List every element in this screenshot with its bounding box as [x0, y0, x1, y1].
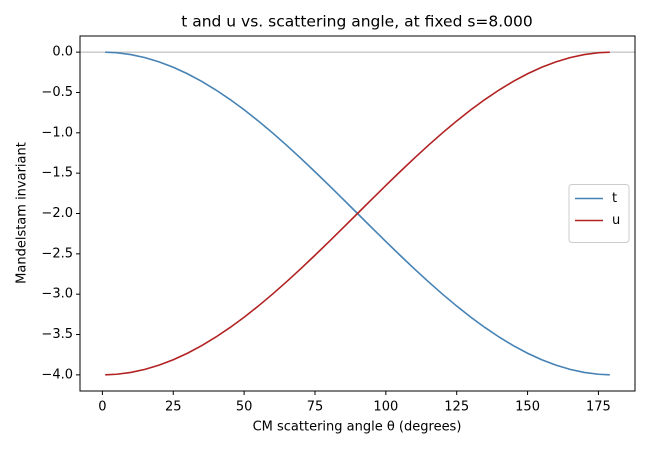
series-line: [105, 51, 610, 376]
x-tick-label: 150: [515, 400, 540, 415]
x-tick-label: 125: [444, 400, 469, 415]
x-axis-label: CM scattering angle θ (degrees): [253, 420, 462, 435]
y-tick-label: −3.0: [41, 287, 73, 302]
chart-title: t and u vs. scattering angle, at fixed s…: [181, 13, 533, 31]
x-tick-label: 75: [307, 400, 324, 415]
y-tick-label: −4.0: [41, 367, 73, 382]
y-tick-label: −1.5: [41, 166, 73, 181]
legend-label: u: [612, 213, 620, 228]
y-axis-label: Mandelstam invariant: [15, 142, 30, 284]
y-tick-label: −3.5: [41, 327, 73, 342]
y-tick-label: 0.0: [52, 45, 73, 60]
legend: tu: [568, 184, 630, 243]
y-tick-label: −2.0: [41, 206, 73, 221]
x-tick-label: 100: [373, 400, 398, 415]
legend-label: t: [612, 191, 617, 206]
y-tick-label: −0.5: [41, 85, 73, 100]
x-tick-label: 175: [586, 400, 611, 415]
plot-frame: [79, 35, 636, 392]
x-tick-label: 0: [98, 400, 106, 415]
y-tick-label: −2.5: [41, 246, 73, 261]
x-tick-label: 25: [165, 400, 182, 415]
x-tick-label: 50: [236, 400, 253, 415]
y-tick-label: −1.0: [41, 125, 73, 140]
